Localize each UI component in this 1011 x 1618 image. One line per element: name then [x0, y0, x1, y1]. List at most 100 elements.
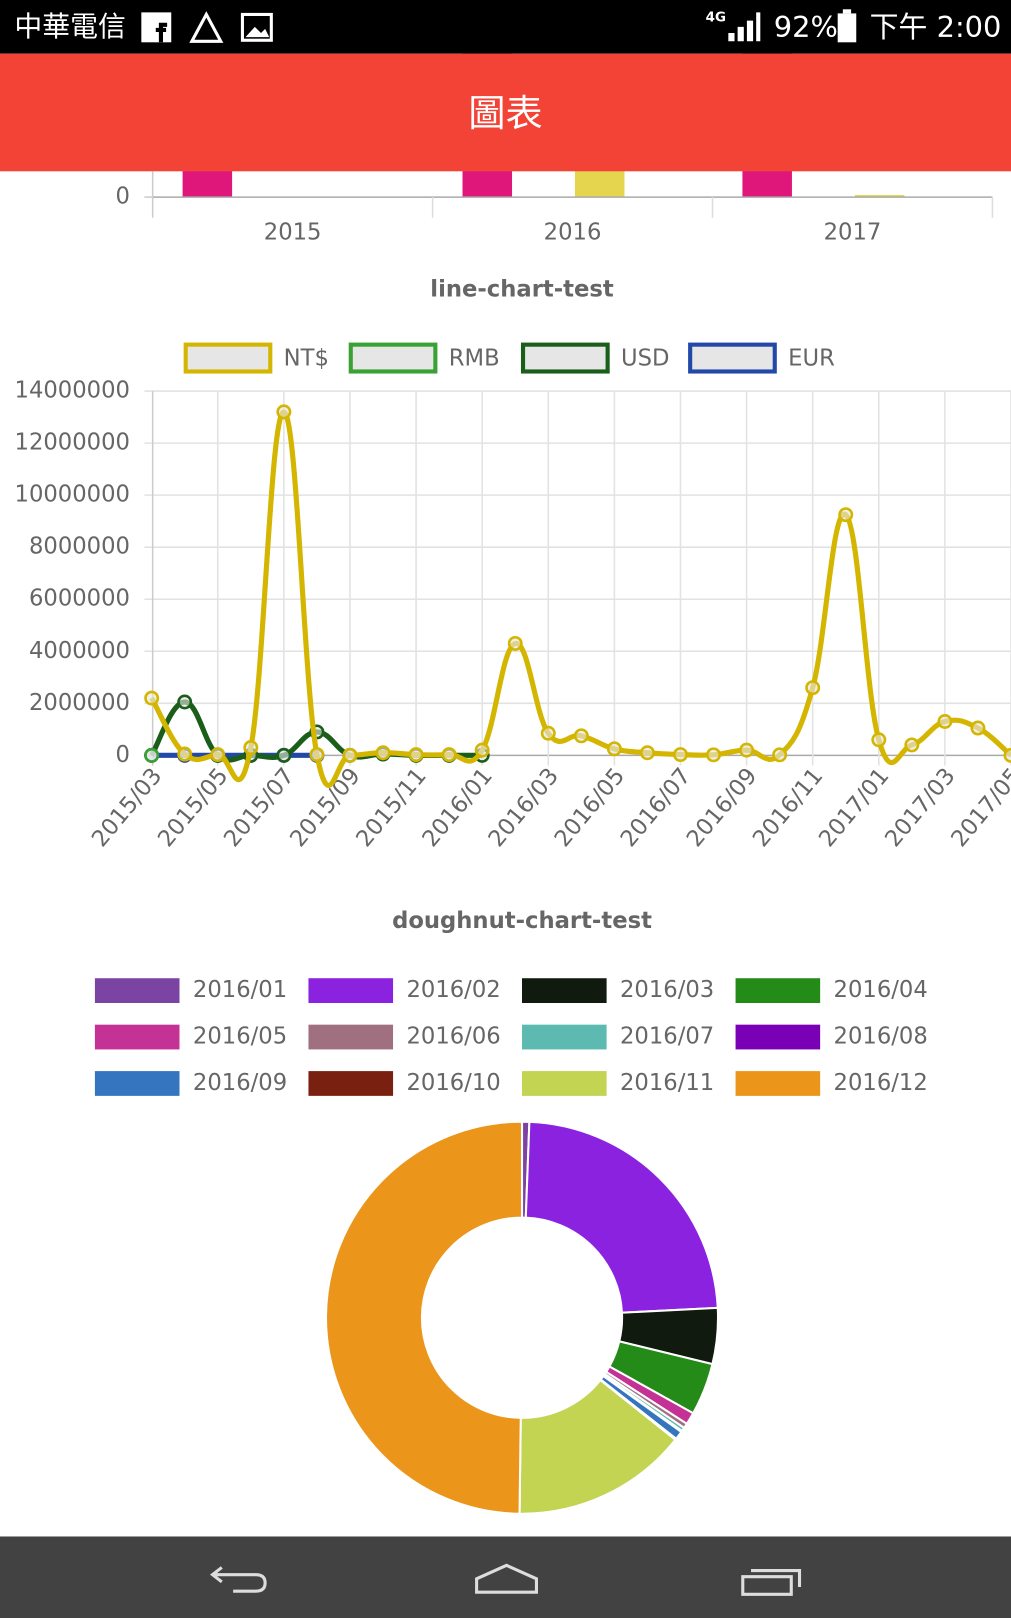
- legend-swatch: [94, 978, 180, 1003]
- y-tick-label: 2000000: [29, 690, 130, 716]
- legend-swatch: [94, 1024, 180, 1050]
- legend-swatch: [308, 978, 394, 1003]
- chart-title: line-chart-test: [430, 276, 614, 302]
- y-tick-label: 4000000: [29, 638, 130, 664]
- legend-label: 2016/01: [193, 977, 287, 1003]
- data-point: [739, 742, 755, 758]
- y-tick-label: 0: [116, 742, 130, 768]
- x-tick-label: 2017: [824, 220, 882, 246]
- legend-label: 2016/02: [406, 977, 500, 1003]
- y-tick-label: 8000000: [29, 534, 130, 560]
- y-tick-label: 12000000: [15, 430, 130, 456]
- data-point: [871, 732, 887, 748]
- legend-label: EUR: [788, 346, 835, 372]
- doughnut-segment: [524, 1120, 719, 1314]
- legend-swatch: [735, 1071, 821, 1096]
- nav-bar-bg: [0, 1536, 1011, 1618]
- chart-title: doughnut-chart-test: [392, 908, 652, 934]
- data-point: [805, 680, 821, 696]
- legend-swatch: [522, 978, 607, 1003]
- data-point: [540, 725, 556, 741]
- data-point: [342, 747, 358, 763]
- doughnut-segment: [518, 1378, 677, 1515]
- data-point: [507, 635, 523, 651]
- facebook-glyph: [155, 22, 168, 43]
- legend-swatch: [735, 1024, 821, 1050]
- data-point: [276, 404, 292, 420]
- app-bar: 圖表: [0, 53, 1011, 172]
- legend-label: 2016/09: [193, 1070, 287, 1096]
- y-tick-label: 10000000: [15, 482, 130, 508]
- image-icon: [240, 12, 273, 42]
- data-point: [375, 745, 391, 761]
- x-tick-label: 2015: [264, 220, 322, 246]
- data-point: [144, 747, 160, 763]
- y-tick-label: 6000000: [29, 586, 130, 612]
- data-point: [276, 747, 292, 763]
- data-point: [673, 747, 688, 763]
- carrier: 中華電信: [14, 10, 125, 43]
- legend-label: 2016/04: [834, 977, 928, 1003]
- data-point: [441, 747, 457, 763]
- legend-swatch: [688, 342, 777, 374]
- legend-label: 2016/06: [406, 1024, 500, 1050]
- recents-button[interactable]: [741, 1568, 802, 1596]
- battery-icon: [837, 13, 857, 43]
- legend-swatch: [308, 1024, 394, 1050]
- legend-swatch: [520, 342, 610, 374]
- bar: [854, 195, 905, 198]
- battery-level: 92%: [774, 10, 838, 44]
- data-point: [210, 747, 226, 763]
- data-point: [937, 714, 953, 729]
- back-button[interactable]: [209, 1566, 267, 1593]
- legend-label: USD: [621, 346, 669, 372]
- status-bar: 中華電信 4G 92% 下午 2:00: [0, 0, 1011, 54]
- legend-swatch: [348, 342, 438, 374]
- legend-label: NT$: [284, 346, 329, 372]
- image-glyph: [245, 26, 270, 38]
- legend-label: 2016/10: [406, 1070, 500, 1096]
- doughnut-segment: [325, 1120, 524, 1515]
- network-type: 4G: [706, 11, 726, 26]
- data-point: [177, 694, 193, 710]
- data-point: [706, 747, 722, 763]
- app-bar-bg: [0, 53, 1011, 172]
- data-point: [1003, 747, 1011, 763]
- data-point: [243, 740, 259, 756]
- data-point: [904, 737, 920, 753]
- data-point: [573, 728, 589, 744]
- legend-swatch: [522, 1071, 607, 1096]
- data-point: [606, 741, 622, 757]
- data-point: [838, 507, 854, 523]
- legend-label: 2016/03: [620, 977, 714, 1003]
- data-point: [772, 747, 788, 763]
- legend-label: 2016/05: [193, 1024, 287, 1050]
- warning-icon: [189, 11, 224, 43]
- legend-label: 2016/07: [620, 1024, 714, 1050]
- legend-swatch: [735, 978, 821, 1003]
- legend-label: 2016/12: [834, 1070, 928, 1096]
- facebook-icon: [141, 12, 172, 43]
- signal-icon: [728, 12, 761, 42]
- legend-label: 2016/08: [834, 1024, 928, 1050]
- data-point: [970, 720, 986, 736]
- app-title: 圖表: [468, 92, 542, 135]
- y-tick-label: 14000000: [15, 378, 130, 404]
- legend-label: 2016/11: [620, 1070, 714, 1096]
- data-point: [474, 742, 490, 758]
- data-point: [639, 745, 655, 761]
- legend-swatch: [94, 1071, 180, 1096]
- nav-bar: [0, 1536, 1011, 1618]
- y-tick-label: 0: [116, 184, 130, 210]
- legend-swatch: [308, 1071, 394, 1096]
- data-point: [144, 690, 160, 706]
- home-button[interactable]: [475, 1563, 538, 1594]
- battery-tip: [842, 9, 852, 14]
- clock: 下午 2:00: [870, 10, 1002, 44]
- x-tick-label: 2016: [544, 220, 602, 246]
- data-point: [177, 746, 193, 762]
- legend-swatch: [522, 1024, 607, 1050]
